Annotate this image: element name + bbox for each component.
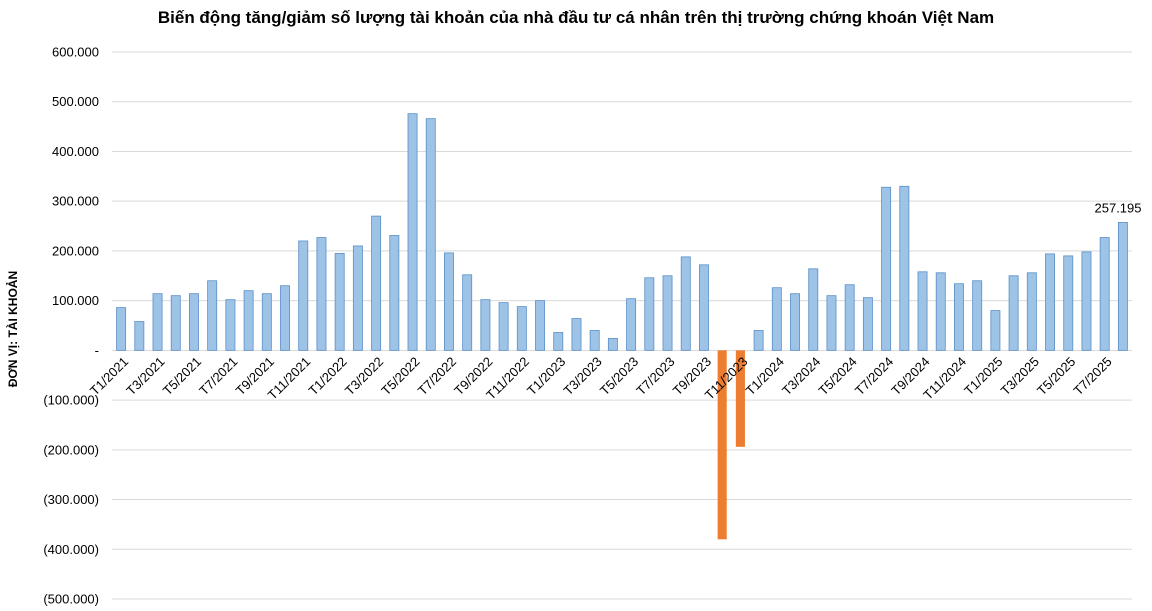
y-tick-label: (200.000) (43, 442, 99, 457)
bar (790, 293, 800, 351)
bar (826, 295, 837, 351)
bar (808, 268, 819, 351)
y-tick-label: 600.000 (52, 45, 99, 60)
bar (207, 280, 218, 351)
bar (881, 186, 892, 351)
bar (1026, 272, 1037, 351)
x-tick-label: T7/2023 (633, 354, 677, 398)
bar (1063, 255, 1074, 351)
x-tick-label: T3/2023 (560, 354, 604, 398)
bar (444, 252, 454, 351)
y-tick-label: 300.000 (52, 194, 99, 209)
bar (352, 245, 363, 351)
data-label: 257.195 (1095, 200, 1142, 215)
bar (189, 293, 199, 351)
bar (717, 350, 727, 540)
x-tick-label: T7/2024 (852, 354, 896, 398)
bar (334, 252, 345, 351)
bar (607, 338, 618, 351)
x-tick-label: T7/2022 (415, 354, 459, 398)
bar (735, 350, 745, 447)
bar (170, 295, 181, 351)
bar (626, 298, 637, 351)
x-tick-label: T5/2021 (160, 354, 204, 398)
y-tick-label: (400.000) (43, 542, 99, 557)
x-tick-label: T5/2022 (378, 354, 422, 398)
bar (1099, 237, 1110, 351)
bar (134, 321, 145, 351)
bar (371, 215, 382, 351)
bar (261, 293, 272, 351)
bar (116, 307, 127, 351)
x-tick-label: T1/2023 (524, 354, 568, 398)
x-tick-label: T3/2021 (123, 354, 167, 398)
x-tick-label: T3/2025 (998, 354, 1042, 398)
x-tick-label: T1/2021 (87, 354, 131, 398)
bar (498, 302, 509, 351)
y-tick-label: (100.000) (43, 393, 99, 408)
y-tick-label: 200.000 (52, 243, 99, 258)
x-tick-label: T7/2025 (1070, 354, 1114, 398)
bars (116, 113, 1128, 540)
bar (662, 275, 673, 351)
bar (298, 240, 309, 351)
bar (699, 264, 709, 351)
x-tick-label: T1/2025 (961, 354, 1005, 398)
data-labels: 257.195 (1095, 200, 1142, 215)
x-axis-ticks: T1/2021T3/2021T5/2021T7/2021T9/2021T11/2… (87, 354, 1115, 403)
bar (644, 277, 655, 351)
bar (589, 330, 600, 351)
bar (1117, 222, 1128, 351)
bar (316, 237, 327, 351)
y-tick-label: 400.000 (52, 144, 99, 159)
x-tick-label: T3/2024 (779, 354, 823, 398)
bar (407, 113, 418, 351)
x-tick-label: T5/2025 (1034, 354, 1078, 398)
bar (553, 332, 564, 351)
bar (917, 271, 928, 351)
y-tick-label: 500.000 (52, 94, 99, 109)
bar (753, 330, 764, 351)
bar (680, 256, 691, 351)
bar (152, 293, 163, 351)
bar (480, 299, 491, 351)
bar (990, 310, 1001, 351)
bar (389, 235, 400, 351)
x-tick-label: T5/2024 (815, 354, 859, 398)
bar (771, 287, 782, 351)
bar (225, 299, 236, 351)
y-tick-label: 100.000 (52, 293, 99, 308)
bar (899, 185, 910, 351)
chart-title: Biến động tăng/giảm số lượng tài khoản c… (157, 8, 995, 27)
x-tick-label: T1/2022 (305, 354, 349, 398)
bar (935, 272, 946, 351)
x-tick-label: T3/2022 (342, 354, 386, 398)
y-tick-label: (300.000) (43, 492, 99, 507)
bar (571, 318, 582, 351)
bar (844, 284, 855, 351)
bar (535, 300, 545, 351)
x-tick-label: T5/2023 (597, 354, 641, 398)
bar (516, 306, 527, 351)
bar (1045, 253, 1055, 351)
bar (972, 280, 983, 351)
bar (1081, 251, 1092, 351)
bar (954, 283, 964, 351)
bar (462, 274, 473, 351)
bar (243, 290, 254, 351)
y-axis-ticks: 600.000 500.000 400.000 300.000 200.000 100.0… (43, 45, 99, 607)
bar (425, 118, 436, 351)
bar (862, 297, 873, 351)
gridlines (112, 51, 1132, 600)
y-tick-label: (500.000) (43, 592, 99, 607)
x-tick-label: T7/2021 (196, 354, 240, 398)
bar (1008, 275, 1019, 351)
x-tick-label: T1/2024 (743, 354, 787, 398)
y-tick-label: - (95, 343, 99, 358)
bar (280, 285, 290, 351)
